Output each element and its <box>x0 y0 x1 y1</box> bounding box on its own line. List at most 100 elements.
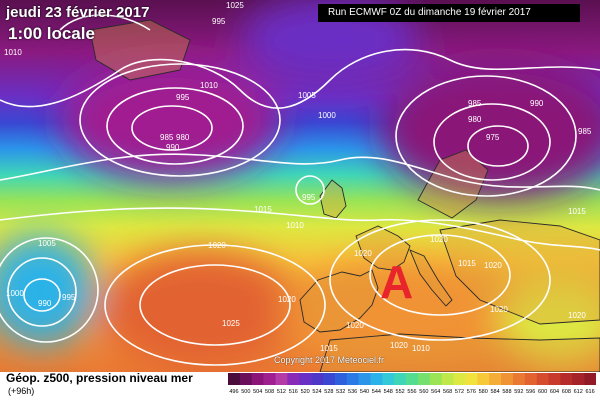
isobar-label: 1010 <box>286 221 304 230</box>
scale-tick-label: 544 <box>372 389 381 395</box>
isobar-label: 1000 <box>6 289 24 298</box>
low-scandinavia-outer <box>433 103 551 181</box>
north-africa-coast <box>319 333 600 372</box>
isobar-label: 1020 <box>568 311 586 320</box>
isobar-label: 990 <box>530 99 544 108</box>
isobar <box>0 48 600 109</box>
isobar-label: 995 <box>62 293 76 302</box>
legend-title: Géop. z500, pression niveau mer <box>6 371 193 385</box>
forecast-time: 1:00 locale <box>8 24 95 43</box>
high-azores-outer <box>104 244 326 366</box>
scale-swatch <box>417 373 431 385</box>
isobar-label: 1005 <box>298 91 316 100</box>
scale-tick-label: 600 <box>538 389 547 395</box>
scale-swatch <box>536 373 549 385</box>
low-uk <box>295 175 325 205</box>
low-iceland <box>131 105 213 151</box>
scale-tick-label: 572 <box>455 389 464 395</box>
isobar-label: 985 <box>578 127 592 136</box>
scale-swatch <box>346 373 359 385</box>
color-scale: 496 500 504 508 512 516 520 524 528 532 536 540 544 5… <box>228 373 596 395</box>
weather-map: 1025 1010 995 1005 1010 1000 995 985 980… <box>0 0 600 372</box>
scale-tick-label: 528 <box>324 389 333 395</box>
high-azores <box>139 264 291 346</box>
isobar-label: 995 <box>212 17 226 26</box>
low-scandinavia-outer2 <box>395 75 577 197</box>
france-coast <box>355 225 411 271</box>
isobar-label: 980 <box>468 115 482 124</box>
isobar-label: 1020 <box>484 261 502 270</box>
scale-tick-label: 568 <box>443 389 452 395</box>
low-scandinavia <box>467 125 529 167</box>
scale-swatch <box>251 373 264 385</box>
isobar-label: 1015 <box>568 207 586 216</box>
isobar-label: 1025 <box>222 319 240 328</box>
isobar-label: 980 <box>176 133 190 142</box>
isobar-label: 1000 <box>318 111 336 120</box>
scale-tick-label: 552 <box>396 389 405 395</box>
scale-swatch <box>299 373 312 385</box>
low-atlantic <box>23 278 61 312</box>
isobar-labels: 1025 1010 995 1005 1010 1000 995 985 980… <box>4 1 592 353</box>
scale-swatch <box>524 373 537 385</box>
scale-swatch <box>275 373 288 385</box>
scale-swatch <box>512 373 526 385</box>
scale-swatch <box>263 373 276 385</box>
legend-subtitle: (+96h) <box>8 386 35 396</box>
isobar-label: 1025 <box>226 1 244 10</box>
scale-tick-label: 588 <box>502 389 511 395</box>
isobar-label: 990 <box>166 143 180 152</box>
scale-tick-label: 592 <box>514 389 523 395</box>
scale-swatch <box>548 373 561 385</box>
scale-swatch <box>572 373 585 385</box>
isobar-label: 1010 <box>4 48 22 57</box>
scale-tick-label: 604 <box>550 389 559 395</box>
isobar-label: 985 <box>160 133 174 142</box>
scale-swatch <box>370 373 383 385</box>
scale-tick-label: 580 <box>479 389 488 395</box>
scale-swatch <box>441 373 454 385</box>
isobar-label: 1005 <box>38 239 56 248</box>
scale-tick-label: 548 <box>384 389 393 395</box>
isobar-label: 1020 <box>278 295 296 304</box>
scale-tick-label: 608 <box>562 389 571 395</box>
isobars <box>0 14 600 366</box>
model-run-info: Run ECMWF 0Z du dimanche 19 février 2017 <box>318 4 580 22</box>
high-europe <box>369 234 511 316</box>
italy-coast <box>409 249 453 307</box>
isobar-label: 985 <box>468 99 482 108</box>
scale-tick-label: 512 <box>277 389 286 395</box>
scale-swatch <box>560 373 573 385</box>
scale-swatch <box>584 373 596 385</box>
scale-tick-label: 504 <box>253 389 262 395</box>
scale-tick-label: 524 <box>312 389 321 395</box>
scale-swatch <box>406 373 419 385</box>
scale-swatch <box>334 373 348 385</box>
scale-swatch <box>239 373 253 385</box>
isobar-label: 1020 <box>490 305 508 314</box>
isobar-label: 1010 <box>412 344 430 353</box>
scale-tick-label: 584 <box>491 389 500 395</box>
land-outlines <box>89 19 600 372</box>
scale-swatch <box>501 373 514 385</box>
isobar-label: 990 <box>38 299 52 308</box>
isobar-label: 1020 <box>346 321 364 330</box>
scale-swatch <box>311 373 324 385</box>
isobar-label: 1020 <box>208 241 226 250</box>
high-europe-outer <box>329 219 551 341</box>
scale-tick-label: 612 <box>574 389 583 395</box>
scale-tick-label: 500 <box>241 389 250 395</box>
scale-tick-label: 564 <box>431 389 440 395</box>
isobar-label: 1015 <box>320 344 338 353</box>
uk-coast <box>319 179 347 219</box>
scale-tick-label: 520 <box>301 389 310 395</box>
forecast-date: jeudi 23 février 2017 <box>6 4 150 21</box>
copyright-notice: Copyright 2017 Meteociel.fr <box>274 355 385 365</box>
low-atlantic-outer <box>7 257 77 327</box>
isobar-label: 1015 <box>254 205 272 214</box>
isobar-label: 1015 <box>458 259 476 268</box>
scale-tick-label: 496 <box>229 389 238 395</box>
isobar <box>59 14 151 31</box>
low-iceland-outer <box>106 87 244 165</box>
